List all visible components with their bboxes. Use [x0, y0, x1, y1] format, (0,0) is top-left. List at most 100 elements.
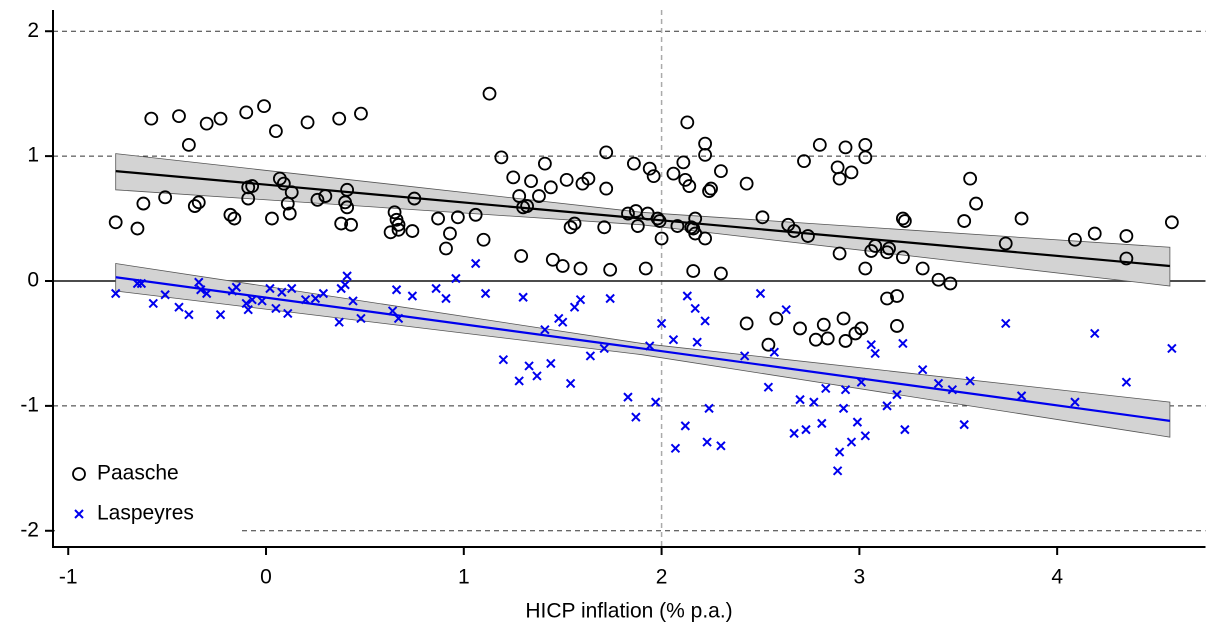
point [300, 115, 315, 130]
point [498, 354, 509, 365]
point [1087, 226, 1102, 241]
point [668, 334, 679, 345]
point [895, 250, 910, 265]
legend-marker [74, 509, 84, 519]
point [702, 437, 712, 447]
point [431, 211, 445, 226]
point [387, 306, 398, 316]
point [676, 155, 691, 170]
point [257, 99, 271, 114]
point [688, 211, 703, 226]
point [836, 311, 851, 326]
point [468, 207, 483, 222]
point [223, 207, 238, 222]
point [476, 232, 491, 247]
point [739, 316, 754, 331]
point [318, 189, 333, 203]
point [892, 389, 902, 400]
legend-label: Paasche [97, 462, 179, 485]
point [868, 239, 883, 253]
point [184, 310, 194, 320]
point [739, 351, 750, 361]
point [245, 179, 260, 193]
legend-marker [72, 467, 86, 481]
point [239, 105, 254, 120]
point [890, 289, 904, 303]
point [532, 371, 542, 381]
point [283, 308, 293, 319]
point [682, 179, 697, 193]
point [545, 252, 560, 267]
point [450, 210, 465, 225]
point [532, 189, 546, 203]
point [832, 246, 847, 261]
point [181, 137, 196, 152]
point [652, 214, 667, 228]
point [965, 376, 975, 386]
point [630, 219, 645, 233]
point [201, 288, 212, 299]
point [271, 303, 281, 314]
point [623, 392, 633, 402]
point [540, 324, 550, 335]
point [482, 86, 497, 101]
point [838, 334, 853, 348]
point [1167, 343, 1177, 354]
point [856, 377, 867, 387]
point [172, 109, 186, 124]
point [890, 319, 904, 333]
point [817, 418, 827, 429]
plot-marks [108, 86, 1179, 476]
point [917, 364, 928, 375]
point [191, 195, 206, 210]
point [755, 210, 770, 225]
point [227, 211, 242, 226]
point [514, 376, 524, 386]
point [340, 280, 350, 290]
point [626, 156, 641, 171]
point [257, 296, 267, 306]
point [276, 176, 291, 191]
point [797, 154, 811, 169]
point [383, 225, 398, 240]
point [581, 171, 596, 186]
point [241, 298, 251, 309]
point [698, 231, 713, 246]
point [514, 249, 529, 263]
point [144, 111, 159, 126]
legend-box [55, 452, 239, 536]
point [844, 165, 859, 180]
point [882, 401, 892, 411]
point [569, 302, 580, 312]
point [480, 288, 491, 299]
point [820, 331, 835, 346]
point [196, 285, 206, 295]
legend-label: Laspeyres [97, 502, 194, 525]
point [1070, 397, 1080, 407]
point [300, 295, 311, 305]
point [821, 383, 831, 394]
point [801, 424, 811, 435]
point [897, 214, 912, 228]
point [680, 421, 691, 431]
point [702, 184, 716, 198]
point [690, 303, 700, 314]
point [443, 226, 457, 241]
point [265, 283, 275, 294]
point [387, 205, 402, 220]
point [898, 338, 908, 349]
y-tick-label: -2 [20, 518, 39, 541]
point [605, 293, 615, 304]
point [858, 261, 873, 276]
point [356, 313, 366, 324]
point [567, 216, 582, 231]
point [1121, 377, 1132, 387]
confidence-band [115, 263, 1171, 438]
point [763, 382, 774, 392]
point [692, 337, 702, 347]
point [650, 397, 661, 407]
point [787, 224, 802, 238]
point [739, 176, 754, 191]
point [405, 224, 420, 238]
